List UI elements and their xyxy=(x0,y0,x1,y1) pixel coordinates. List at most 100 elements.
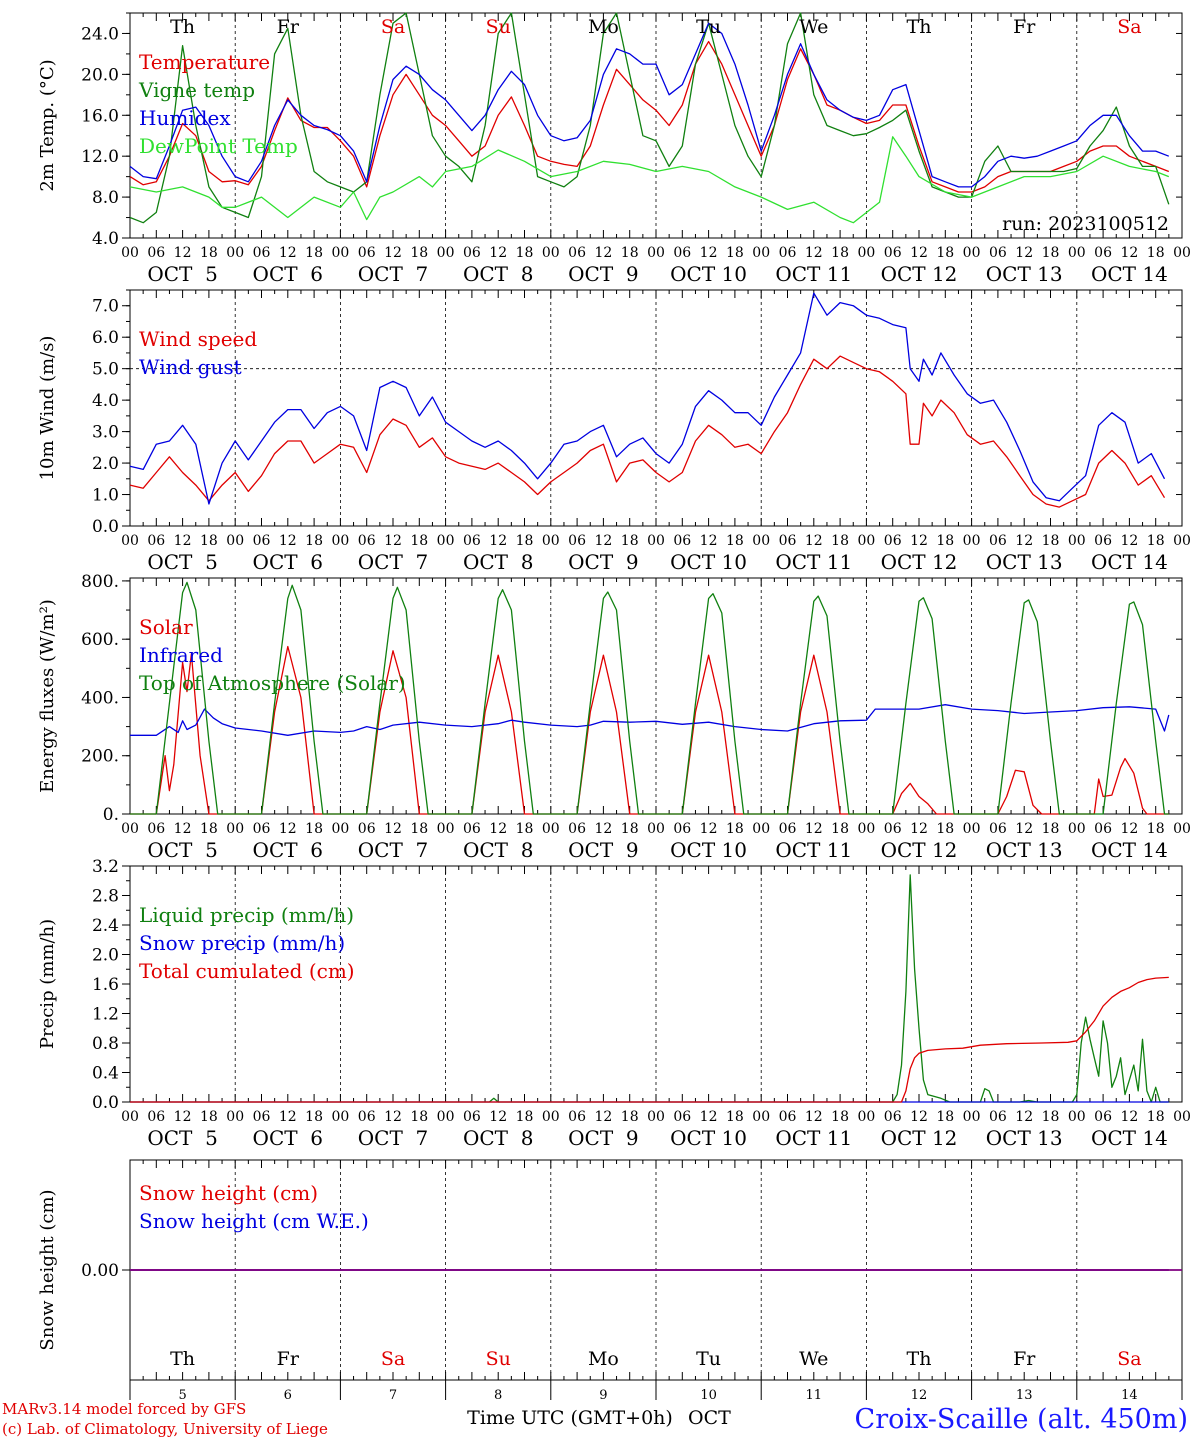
run-annotation: run: 2023100512 xyxy=(1002,213,1169,235)
y-axis-label: 10m Wind (m/s) xyxy=(37,336,58,481)
hour-tick-label: 00 xyxy=(437,821,455,837)
y-tick-label: 1.2 xyxy=(92,1005,119,1025)
hour-tick-label: 06 xyxy=(253,1109,271,1125)
y-tick-label: 4.0 xyxy=(92,391,119,411)
hour-tick-label: 00 xyxy=(752,533,770,549)
hour-tick-label: 00 xyxy=(331,245,349,261)
legend-entry: DewPoint Temp xyxy=(139,134,298,158)
day-number-label: 8 xyxy=(494,1388,502,1403)
hour-tick-label: 00 xyxy=(857,821,875,837)
hour-tick-label: 12 xyxy=(489,533,507,549)
date-label: OCT 13 xyxy=(986,550,1063,574)
hour-tick-label: 00 xyxy=(857,533,875,549)
hour-tick-label: 18 xyxy=(1147,533,1165,549)
model-credit: MARv3.14 model forced by GFS xyxy=(2,1400,246,1418)
date-label: OCT 9 xyxy=(568,1126,638,1150)
hour-tick-label: 18 xyxy=(1042,245,1060,261)
weekday-label: Fr xyxy=(277,16,300,38)
hour-tick-label: 06 xyxy=(253,821,271,837)
day-number-label: 9 xyxy=(599,1388,607,1403)
hour-tick-label: 00 xyxy=(963,821,981,837)
y-tick-label: 7.0 xyxy=(92,297,119,317)
hour-tick-label: 12 xyxy=(805,821,823,837)
date-label: OCT 9 xyxy=(568,262,638,286)
hour-tick-label: 00 xyxy=(752,1109,770,1125)
legend-entry: Snow height (cm) xyxy=(139,1181,318,1205)
y-tick-label: 2.8 xyxy=(92,887,119,907)
hour-tick-label: 12 xyxy=(1120,533,1138,549)
hour-tick-label: 18 xyxy=(936,821,954,837)
hour-tick-label: 18 xyxy=(621,1109,639,1125)
hour-tick-label: 00 xyxy=(542,245,560,261)
hour-tick-label: 06 xyxy=(1094,1109,1112,1125)
y-tick-label: 0.8 xyxy=(92,1034,119,1054)
hour-tick-label: 06 xyxy=(568,245,586,261)
hour-tick-label: 12 xyxy=(594,245,612,261)
date-label: OCT 8 xyxy=(463,1126,533,1150)
y-tick-label: 24.0 xyxy=(81,24,119,44)
y-tick-label: 0.0 xyxy=(92,517,119,537)
hour-tick-label: 12 xyxy=(594,821,612,837)
weekday-label: Mo xyxy=(588,16,619,38)
hour-tick-label: 12 xyxy=(384,245,402,261)
legend-entry: Infrared xyxy=(139,643,223,667)
hour-tick-label: 06 xyxy=(463,533,481,549)
hour-tick-label: 06 xyxy=(884,1109,902,1125)
y-tick-label: 1.6 xyxy=(92,975,119,995)
hour-tick-label: 12 xyxy=(805,533,823,549)
hour-tick-label: 06 xyxy=(358,245,376,261)
hour-tick-label: 18 xyxy=(200,821,218,837)
date-label: OCT 13 xyxy=(986,1126,1063,1150)
hour-tick-label: 06 xyxy=(463,821,481,837)
y-axis-label: Energy fluxes (W/m²) xyxy=(37,599,58,793)
hour-tick-label: 06 xyxy=(1094,821,1112,837)
series-line xyxy=(129,12,1170,224)
hour-tick-label: 18 xyxy=(1042,1109,1060,1125)
date-label: OCT 5 xyxy=(147,1126,217,1150)
hour-tick-label: 12 xyxy=(279,533,297,549)
hour-tick-label: 06 xyxy=(147,245,165,261)
date-label: OCT 12 xyxy=(881,262,958,286)
y-tick-label: 2.0 xyxy=(92,454,119,474)
y-tick-label: 20.0 xyxy=(81,65,119,85)
hour-tick-label: 18 xyxy=(936,1109,954,1125)
date-label: OCT 9 xyxy=(568,838,638,862)
day-number-label: 11 xyxy=(806,1388,823,1403)
hour-tick-label: 12 xyxy=(174,1109,192,1125)
date-label: OCT 8 xyxy=(463,262,533,286)
date-label: OCT 10 xyxy=(670,550,747,574)
hour-tick-label: 12 xyxy=(1015,821,1033,837)
hour-tick-label: 06 xyxy=(147,1109,165,1125)
hour-tick-label: 00 xyxy=(121,245,139,261)
date-label: OCT 7 xyxy=(358,262,428,286)
y-tick-label: 4.0 xyxy=(92,229,119,249)
date-label: OCT 14 xyxy=(1091,838,1168,862)
hour-tick-label: 06 xyxy=(673,1109,691,1125)
date-label: OCT 12 xyxy=(881,550,958,574)
day-number-label: 7 xyxy=(389,1388,397,1403)
hour-tick-label: 18 xyxy=(410,1109,428,1125)
y-tick-label: 2.4 xyxy=(92,916,119,936)
legend-entry: Total cumulated (cm) xyxy=(139,959,355,983)
series-line xyxy=(130,704,1170,736)
hour-tick-label: 18 xyxy=(726,533,744,549)
hour-tick-label: 18 xyxy=(305,1109,323,1125)
hour-tick-label: 06 xyxy=(884,245,902,261)
y-tick-label: 6.0 xyxy=(92,328,119,348)
weekday-label: Fr xyxy=(1013,16,1036,38)
legend-entry: Liquid precip (mm/h) xyxy=(139,903,354,927)
hour-tick-label: 12 xyxy=(489,821,507,837)
hour-tick-label: 00 xyxy=(647,821,665,837)
date-label: OCT 14 xyxy=(1091,1126,1168,1150)
day-number-label: 5 xyxy=(178,1388,186,1403)
hour-tick-label: 00 xyxy=(1068,1109,1086,1125)
hour-tick-label: 18 xyxy=(621,245,639,261)
hour-tick-label: 12 xyxy=(489,245,507,261)
hour-tick-label: 00 xyxy=(542,821,560,837)
hour-tick-label: 12 xyxy=(805,245,823,261)
day-number-label: 10 xyxy=(700,1388,717,1403)
y-axis-label: 2m Temp. (°C) xyxy=(37,59,58,191)
date-label: OCT 7 xyxy=(358,838,428,862)
